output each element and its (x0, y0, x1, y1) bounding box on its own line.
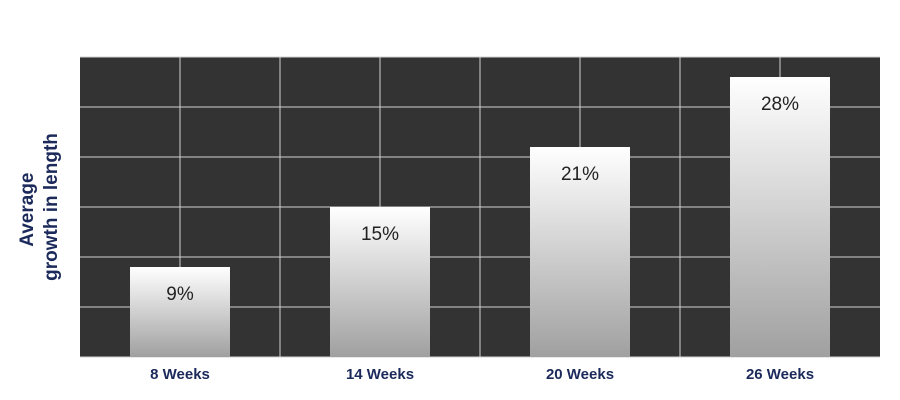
x-tick-label: 8 Weeks (150, 366, 210, 383)
value-label: 28% (761, 94, 799, 115)
x-tick-label: 14 Weeks (346, 366, 414, 383)
bar (130, 267, 230, 357)
value-label: 9% (166, 284, 194, 305)
value-label: 15% (361, 224, 399, 245)
value-label: 21% (561, 164, 599, 185)
y-axis-label-line: Average (17, 172, 38, 246)
y-axis-label: Average growth in length (17, 133, 62, 281)
y-axis-label-line: growth in length (41, 133, 62, 281)
x-tick-label: 26 Weeks (746, 366, 814, 383)
x-tick-label: 20 Weeks (546, 366, 614, 383)
bar (730, 77, 830, 357)
bar (530, 147, 630, 357)
bar (330, 207, 430, 357)
